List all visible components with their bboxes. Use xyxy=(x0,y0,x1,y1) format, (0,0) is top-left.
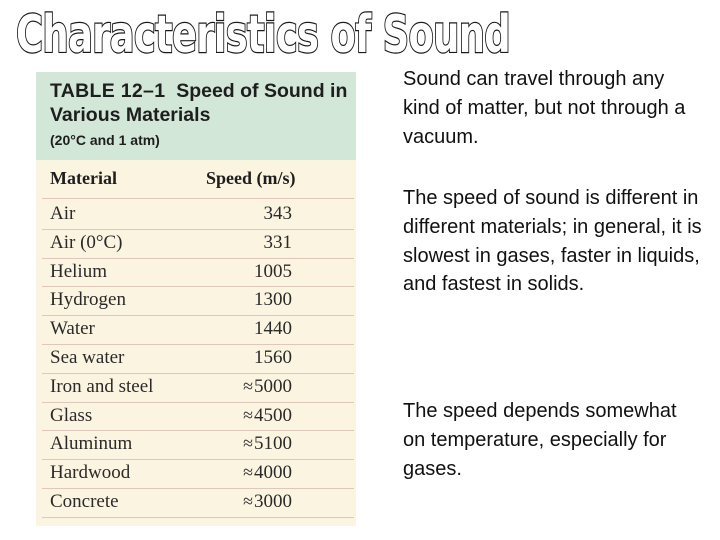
material-cell: Hydrogen xyxy=(50,289,126,311)
speed-value: 1005 xyxy=(254,260,292,282)
table-number: TABLE 12–1 xyxy=(50,80,166,102)
material-cell: Sea water xyxy=(50,347,125,368)
table-subtitle: (20°C and 1 atm) xyxy=(50,132,160,148)
speed-cell: 1005 xyxy=(253,261,292,283)
speed-value: 4500 xyxy=(254,404,292,426)
table-row: Hydrogen 1300 xyxy=(36,287,356,317)
speed-cell: 331 xyxy=(263,232,293,254)
speed-value: 5100 xyxy=(254,433,292,455)
speed-value: 331 xyxy=(263,231,293,253)
row-divider xyxy=(42,459,354,461)
column-header-speed: Speed (m/s) xyxy=(206,168,296,188)
speed-value: 4000 xyxy=(254,462,292,484)
speed-table: TABLE 12–1 Speed of Sound in Various Mat… xyxy=(36,72,356,526)
speed-value: 1560 xyxy=(254,347,292,368)
material-cell: Water xyxy=(50,318,95,340)
table-row: Hardwood ≈4000 xyxy=(36,460,356,489)
paragraph-temperature: The speed depends somewhat on temperatur… xyxy=(403,400,677,480)
table-row: Glass ≈4500 xyxy=(36,403,356,432)
table-row: Iron and steel ≈5000 xyxy=(36,374,356,403)
speed-cell: ≈5100 xyxy=(243,433,292,455)
approx-symbol: ≈ xyxy=(243,462,253,483)
column-header-material: Material xyxy=(50,168,117,188)
material-cell: Glass xyxy=(50,404,93,426)
table-row: Water 1440 xyxy=(36,316,356,345)
material-cell: Iron and steel xyxy=(50,375,154,397)
row-divider xyxy=(42,516,354,518)
speed-value: 3000 xyxy=(254,491,292,512)
material-cell: Concrete xyxy=(50,491,119,512)
table-row: Aluminum ≈5100 xyxy=(36,431,356,461)
row-divider xyxy=(42,343,354,345)
speed-cell: 1440 xyxy=(253,318,292,340)
material-cell: Helium xyxy=(50,260,107,282)
row-divider xyxy=(42,401,354,403)
approx-symbol: ≈ xyxy=(243,433,253,454)
approx-symbol: ≈ xyxy=(243,375,253,396)
speed-cell: 343 xyxy=(263,203,293,225)
material-cell: Hardwood xyxy=(50,462,131,484)
table-title: TABLE 12–1 Speed of Sound in Various Mat… xyxy=(50,79,350,127)
row-divider xyxy=(42,257,354,259)
table-row: Air 343 xyxy=(36,201,356,230)
speed-cell: ≈5000 xyxy=(243,376,292,398)
row-divider xyxy=(42,315,354,317)
table-header: TABLE 12–1 Speed of Sound in Various Mat… xyxy=(36,72,356,160)
table-row: Air (0°C) 331 xyxy=(36,230,356,259)
speed-value: 343 xyxy=(263,203,293,224)
speed-cell: ≈4500 xyxy=(243,405,292,427)
paragraph-vacuum: Sound can travel through any kind of mat… xyxy=(403,68,686,148)
approx-symbol: ≈ xyxy=(243,404,253,425)
speed-value: 1300 xyxy=(254,289,292,311)
approx-symbol: ≈ xyxy=(243,491,253,511)
speed-cell: 1560 xyxy=(253,347,292,369)
speed-cell: ≈4000 xyxy=(243,462,292,484)
material-cell: Aluminum xyxy=(50,433,133,455)
table-row: Concrete ≈3000 xyxy=(36,489,356,518)
row-divider xyxy=(42,487,354,489)
header-rule xyxy=(42,198,354,199)
material-cell: Air xyxy=(50,203,76,224)
speed-cell: 1300 xyxy=(253,289,292,311)
speed-value: 1440 xyxy=(254,318,292,340)
table-row: Sea water 1560 xyxy=(36,345,356,374)
speed-cell: ≈3000 xyxy=(243,491,292,513)
row-divider xyxy=(42,286,354,288)
paragraph-materials: The speed of sound is different in diffe… xyxy=(403,187,702,296)
row-divider xyxy=(42,372,354,374)
row-divider xyxy=(42,228,354,230)
table-title-text: Speed of Sound in Various Materials xyxy=(50,80,348,126)
slide-title: Characteristics of Sound xyxy=(15,4,512,66)
material-cell: Air (0°C) xyxy=(50,231,123,253)
row-divider xyxy=(42,430,354,432)
speed-value: 5000 xyxy=(254,375,292,397)
slide-title-text: Characteristics of Sound xyxy=(16,5,510,65)
table-row: Helium 1005 xyxy=(36,259,356,288)
